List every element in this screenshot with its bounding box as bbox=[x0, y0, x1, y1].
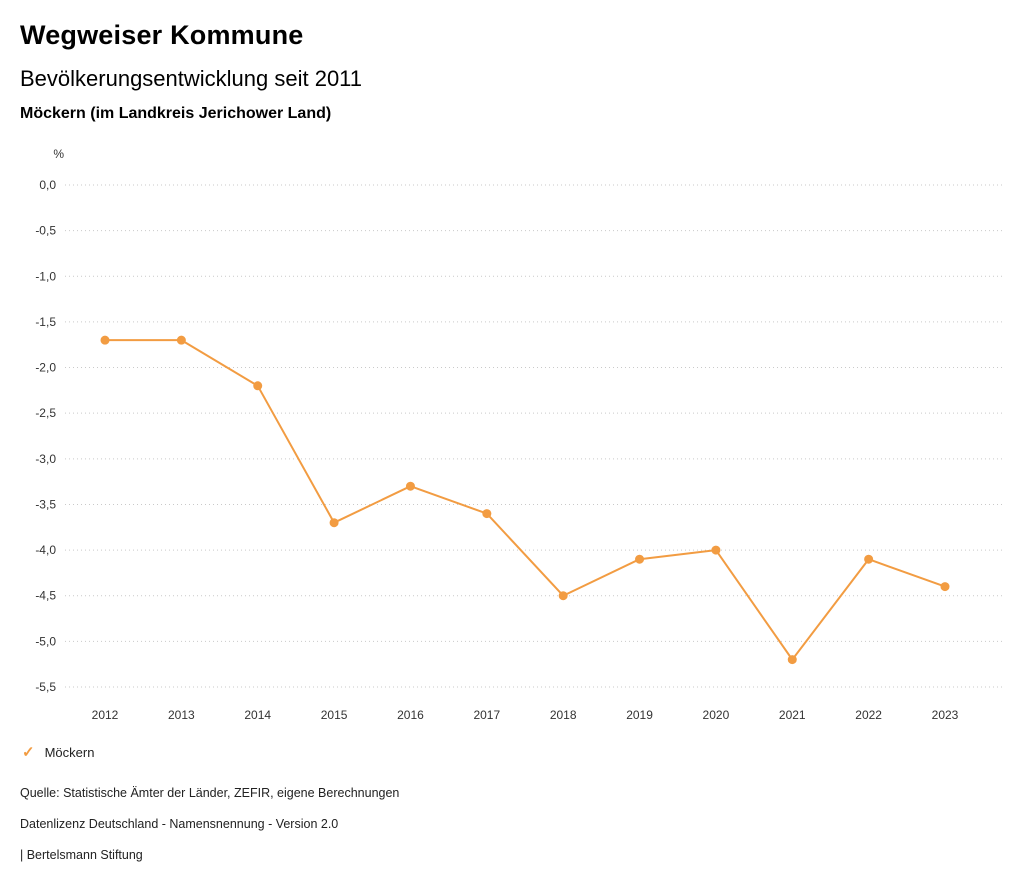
data-point[interactable] bbox=[940, 582, 950, 592]
data-point[interactable] bbox=[405, 481, 415, 491]
x-tick-label: 2016 bbox=[397, 708, 424, 722]
source-text: Quelle: Statistische Ämter der Länder, Z… bbox=[20, 786, 400, 800]
data-point[interactable] bbox=[482, 509, 492, 519]
data-point[interactable] bbox=[176, 335, 186, 345]
data-point[interactable] bbox=[711, 545, 721, 555]
y-tick-label: -2,5 bbox=[35, 406, 56, 420]
y-tick-label: -1,5 bbox=[35, 315, 56, 329]
y-tick-label: -5,0 bbox=[35, 634, 56, 648]
x-tick-label: 2019 bbox=[626, 708, 653, 722]
data-point[interactable] bbox=[100, 335, 110, 345]
chart-location-subtitle: Möckern (im Landkreis Jerichower Land) bbox=[20, 105, 332, 122]
x-tick-label: 2021 bbox=[779, 708, 806, 722]
data-point[interactable] bbox=[864, 554, 874, 564]
data-point[interactable] bbox=[787, 655, 797, 665]
legend-check-icon: ✓ bbox=[22, 744, 35, 761]
y-tick-label: -4,0 bbox=[35, 543, 56, 557]
population-line-chart: 0,0 -0,5 -1,0 -1,5 -2,0 -2,5 -3,0 -3,5 -4,0 -4,5 -… bbox=[0, 170, 1024, 730]
x-tick-label: 2013 bbox=[168, 708, 195, 722]
data-point[interactable] bbox=[329, 518, 339, 528]
x-tick-label: 2020 bbox=[703, 708, 730, 722]
data-point[interactable] bbox=[253, 381, 263, 391]
x-tick-label: 2017 bbox=[473, 708, 500, 722]
x-tick-label: 2015 bbox=[321, 708, 348, 722]
legend-label: Möckern bbox=[44, 745, 95, 760]
y-tick-label: -0,5 bbox=[35, 224, 56, 238]
license-text: Datenlizenz Deutschland - Namensnennung … bbox=[20, 817, 339, 831]
x-tick-label: 2023 bbox=[932, 708, 959, 722]
x-tick-label: 2018 bbox=[550, 708, 577, 722]
y-tick-label: 0,0 bbox=[39, 178, 56, 192]
y-tick-label: -1,0 bbox=[35, 269, 56, 283]
data-point[interactable] bbox=[558, 591, 568, 601]
legend-item-moeckern[interactable]: ✓ Möckern bbox=[22, 745, 94, 760]
x-tick-label: 2014 bbox=[244, 708, 271, 722]
y-tick-label: -3,0 bbox=[35, 452, 56, 466]
y-tick-label: -4,5 bbox=[35, 589, 56, 603]
y-tick-label: -5,5 bbox=[35, 680, 56, 694]
y-axis-unit-label: % bbox=[53, 147, 64, 161]
chart-title: Bevölkerungsentwicklung seit 2011 bbox=[20, 66, 363, 91]
y-tick-label: -2,0 bbox=[35, 361, 56, 375]
x-tick-label: 2012 bbox=[92, 708, 119, 722]
attribution-text: | Bertelsmann Stiftung bbox=[20, 848, 143, 862]
y-tick-label: -3,5 bbox=[35, 497, 56, 511]
trend-line bbox=[105, 339, 946, 661]
chart-canvas: 0,0 -0,5 -1,0 -1,5 -2,0 -2,5 -3,0 -3,5 -4,0 -4,5 -… bbox=[35, 178, 1005, 722]
x-tick-label: 2022 bbox=[855, 708, 882, 722]
page-title: Wegweiser Kommune bbox=[20, 20, 304, 50]
data-point[interactable] bbox=[635, 554, 645, 564]
